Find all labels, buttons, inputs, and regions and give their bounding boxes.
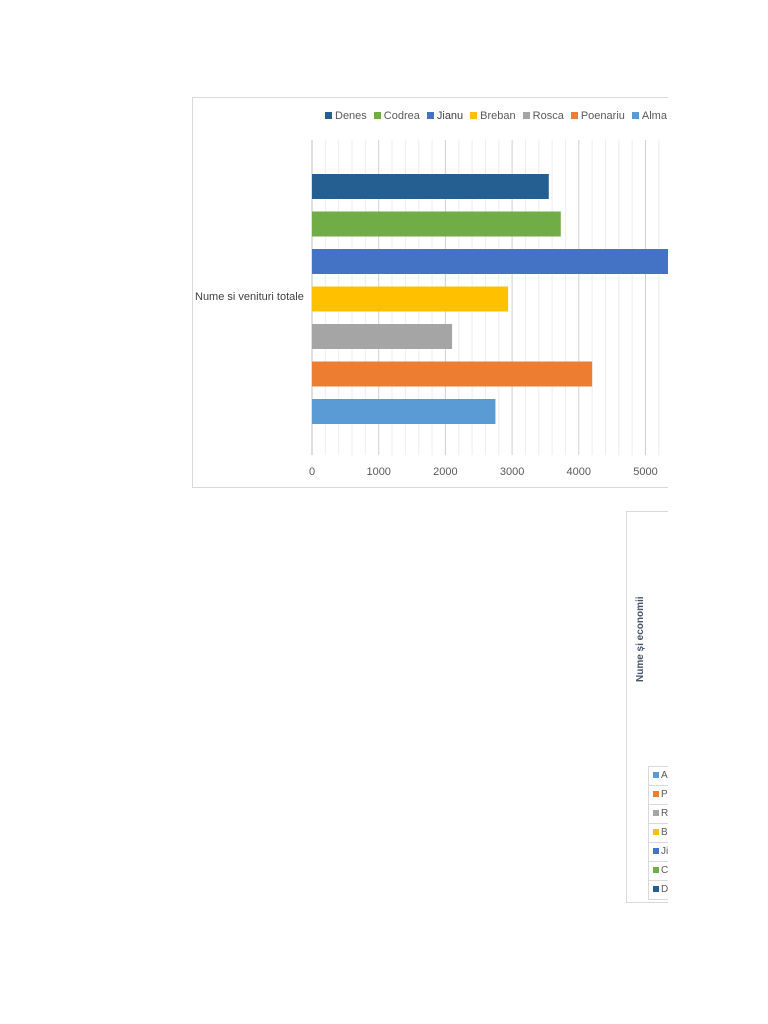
legend-row: B <box>649 824 668 843</box>
chart-legend: Denes Codrea Jianu Breban Rosca Poenariu Alma <box>325 110 668 122</box>
legend-row: Ji <box>649 843 668 862</box>
bar-alma <box>312 399 496 424</box>
x-tick-label: 0 <box>309 466 315 478</box>
legend-label: R <box>661 808 668 819</box>
legend-label: Breban <box>480 110 516 122</box>
bar-denes <box>312 174 549 199</box>
legend-swatch <box>570 112 578 119</box>
legend-swatch <box>631 112 639 119</box>
bar-breban <box>312 286 509 312</box>
legend-item-alma: Alma <box>631 110 667 122</box>
legend-label: Denes <box>335 110 367 122</box>
legend-item-rosca: Rosca <box>522 110 564 122</box>
legend-swatch <box>653 867 659 873</box>
legend-label: Codrea <box>383 110 420 122</box>
legend-row: D <box>649 881 668 899</box>
legend-swatch <box>470 112 478 119</box>
legend-item-codrea: Codrea <box>373 110 420 122</box>
legend-label: Ji <box>661 846 668 857</box>
legend-swatch <box>653 829 659 835</box>
x-tick-label: 5000 <box>633 466 657 478</box>
legend-swatch <box>653 848 659 854</box>
legend-label: Alma <box>641 110 667 122</box>
legend-swatch <box>653 791 659 797</box>
legend-swatch <box>653 810 659 816</box>
savings-chart-legend: A P R B Ji C D <box>648 766 668 900</box>
bar-rosca <box>312 324 453 349</box>
legend-label: Jianu <box>436 110 464 122</box>
legend-swatch <box>653 886 659 892</box>
legend-swatch <box>325 112 332 119</box>
chart-plot-area: 0 1000 2000 3000 4000 5000 <box>309 140 668 478</box>
x-tick-label: 4000 <box>567 466 591 478</box>
legend-row: A <box>649 767 668 786</box>
legend-label: A <box>661 770 668 781</box>
x-tick-label: 1000 <box>366 466 390 478</box>
legend-label: P <box>661 789 668 800</box>
legend-label: C <box>661 865 668 876</box>
legend-label: D <box>661 884 668 895</box>
legend-label: B <box>661 827 668 838</box>
bar-jianu <box>312 249 668 274</box>
x-tick-label: 2000 <box>433 466 457 478</box>
savings-chart: Nume și economii A P R B Ji C D <box>626 511 668 903</box>
legend-row: R <box>649 805 668 824</box>
legend-label: Poenariu <box>580 110 625 122</box>
legend-row: P <box>649 786 668 805</box>
x-tick-label: 3000 <box>500 466 524 478</box>
legend-swatch <box>426 112 434 119</box>
legend-label: Rosca <box>532 110 564 122</box>
legend-item-denes: Denes <box>325 110 367 122</box>
legend-swatch <box>373 112 381 119</box>
income-bar-chart: 0 1000 2000 3000 4000 5000 Denes Codrea Jianu Br… <box>192 97 668 488</box>
bar-codrea <box>312 211 561 237</box>
legend-item-poenariu: Poenariu <box>570 110 625 122</box>
legend-item-breban: Breban <box>470 110 516 122</box>
legend-swatch <box>653 772 659 778</box>
legend-row: C <box>649 862 668 881</box>
category-label: Nume si venituri totale <box>195 291 304 303</box>
bar-poenariu <box>312 361 593 387</box>
legend-swatch <box>522 112 530 119</box>
legend-item-jianu: Jianu <box>426 110 464 122</box>
